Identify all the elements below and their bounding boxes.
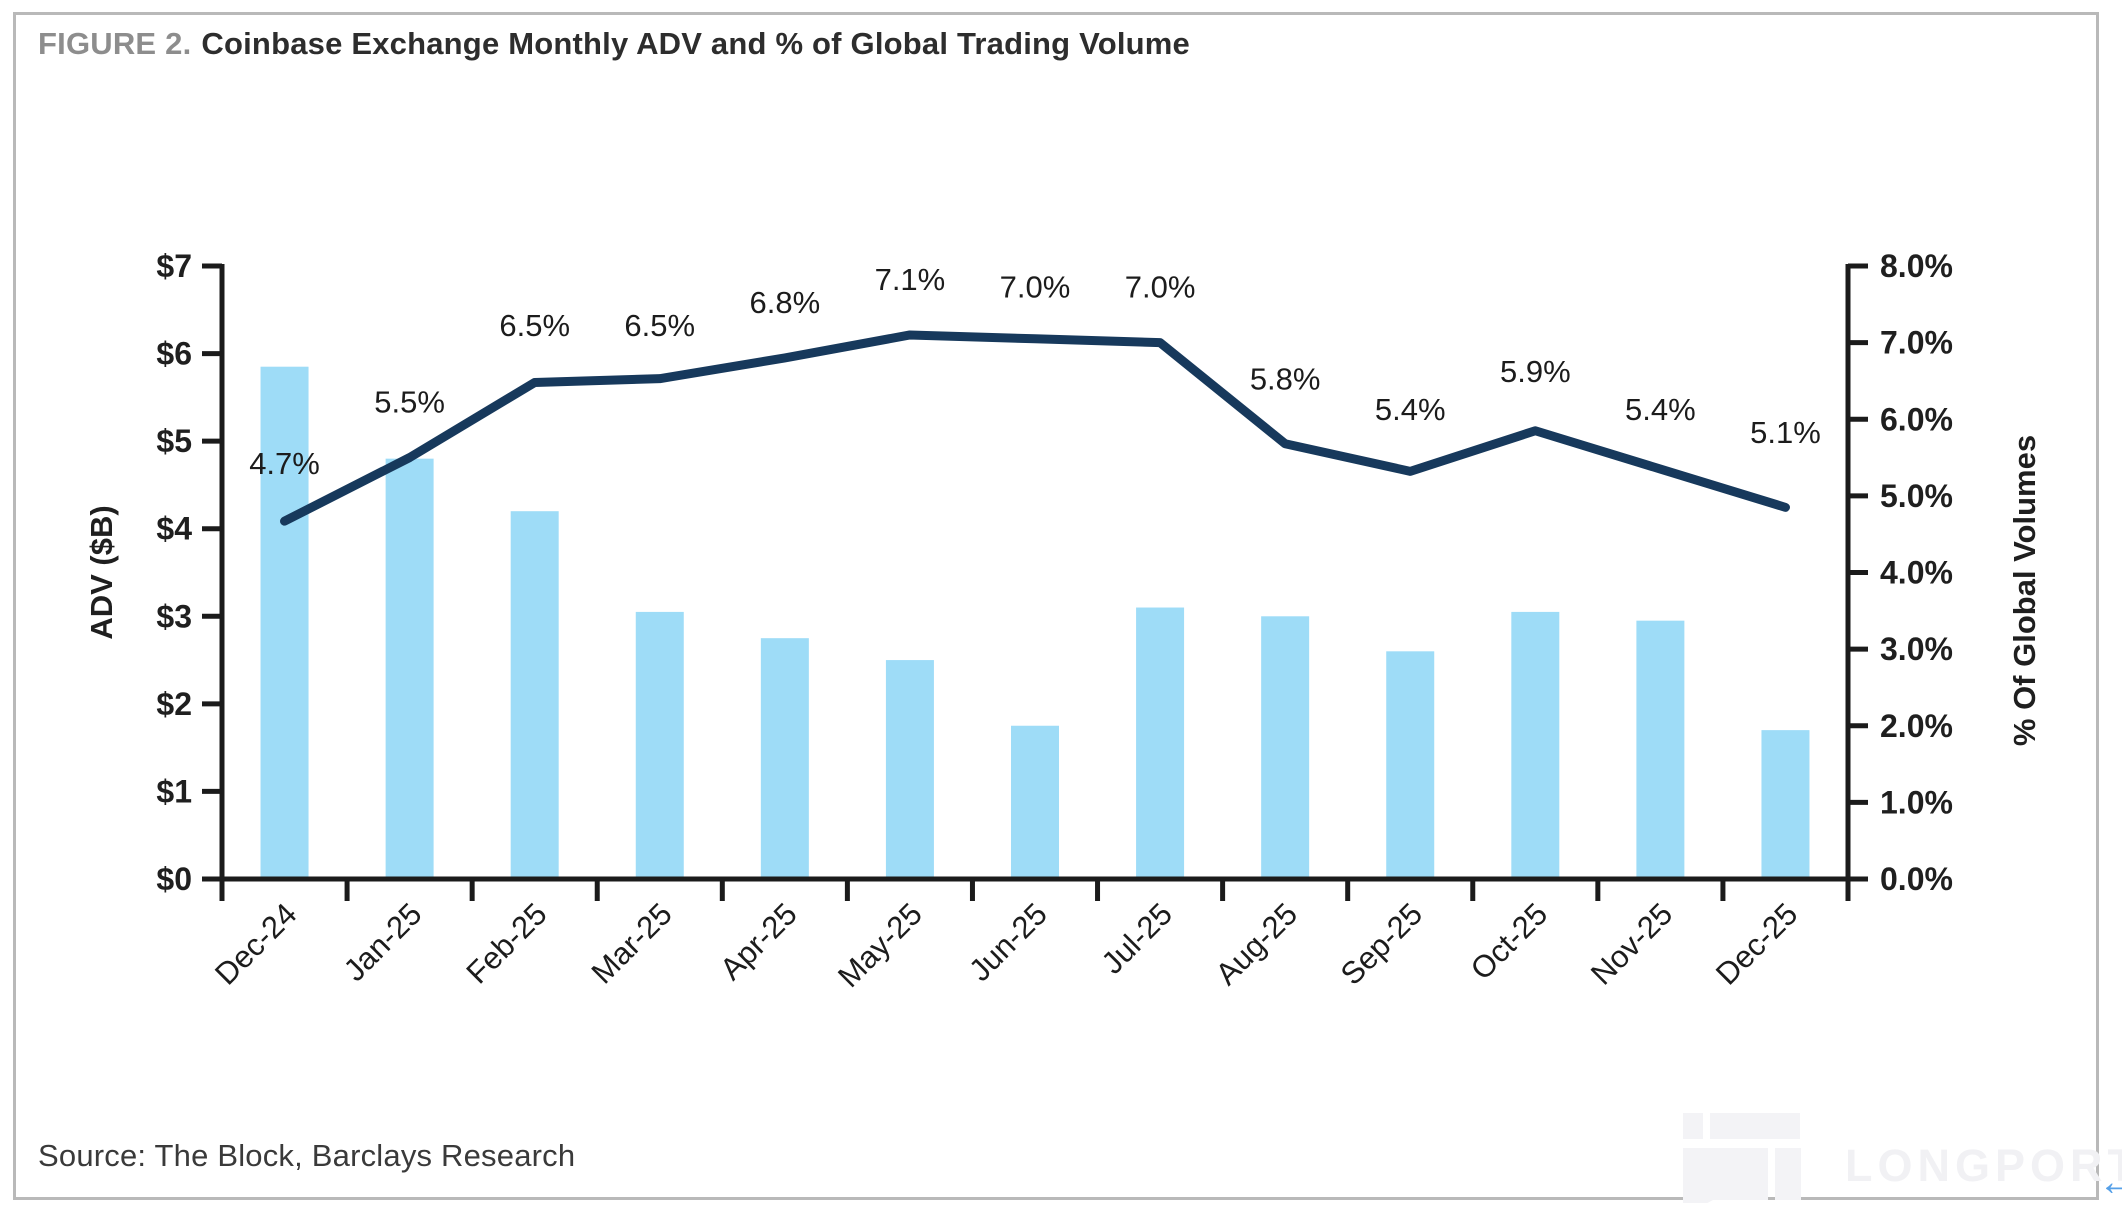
bar-May-25 xyxy=(885,660,934,879)
right-axis-tick-label: 2.0% xyxy=(1880,708,1953,744)
right-axis-tick-label: 1.0% xyxy=(1880,784,1953,820)
x-axis-label-Sep-25: Sep-25 xyxy=(1334,896,1429,991)
figure-number-label: FIGURE 2. xyxy=(38,26,192,61)
x-axis-label-Jul-25: Jul-25 xyxy=(1095,896,1179,980)
left-axis-tick-label: $2 xyxy=(156,686,192,722)
x-axis-label-Apr-25: Apr-25 xyxy=(713,896,804,987)
x-axis-label-Jan-25: Jan-25 xyxy=(337,896,429,988)
line-data-label: 6.8% xyxy=(750,285,821,320)
left-axis-tick-label: $3 xyxy=(156,598,192,634)
left-axis-tick-label: $0 xyxy=(156,861,192,897)
left-axis-tick-label: $1 xyxy=(156,773,192,809)
line-data-label: 5.4% xyxy=(1625,392,1696,427)
x-axis-label-May-25: May-25 xyxy=(831,896,929,994)
bar-Sep-25 xyxy=(1386,651,1435,879)
bar-Dec-24 xyxy=(260,366,309,879)
x-axis-label-Jun-25: Jun-25 xyxy=(962,896,1054,988)
right-axis-tick-label: 3.0% xyxy=(1880,631,1953,667)
left-axis-tick-label: $4 xyxy=(156,511,192,547)
figure-title: FIGURE 2. Coinbase Exchange Monthly ADV a… xyxy=(38,26,1938,62)
left-axis-tick-label: $5 xyxy=(156,423,192,459)
right-axis-tick-label: 8.0% xyxy=(1880,248,1953,284)
right-axis-title: % Of Global Volumes xyxy=(2007,435,2042,746)
line-data-label: 4.7% xyxy=(249,446,320,481)
source-note: Source: The Block, Barclays Research xyxy=(38,1138,576,1173)
line-data-label: 6.5% xyxy=(499,308,570,343)
right-axis-tick-label: 6.0% xyxy=(1880,401,1953,437)
bar-Mar-25 xyxy=(635,611,684,879)
line-data-label: 7.1% xyxy=(875,262,946,297)
line-data-label: 5.9% xyxy=(1500,354,1571,389)
longport-watermark-text: LONGPORT xyxy=(1845,1140,2122,1191)
left-axis-title: ADV ($B) xyxy=(84,505,119,639)
line-data-label: 5.1% xyxy=(1750,415,1821,450)
bar-Dec-25 xyxy=(1761,730,1810,879)
back-arrow-icon: ← xyxy=(2098,1160,2122,1204)
longport-logo-watermark-icon xyxy=(1683,1113,1801,1203)
bar-Aug-25 xyxy=(1261,616,1310,879)
x-axis-label-Nov-25: Nov-25 xyxy=(1584,896,1679,991)
line-data-label: 5.4% xyxy=(1375,392,1446,427)
bar-Jul-25 xyxy=(1136,607,1185,879)
bar-Jun-25 xyxy=(1011,725,1059,879)
bar-Apr-25 xyxy=(760,638,809,879)
line-data-label: 7.0% xyxy=(1125,270,1196,305)
bar-Nov-25 xyxy=(1636,620,1685,879)
left-axis-tick-label: $7 xyxy=(156,248,192,284)
line-data-label: 6.5% xyxy=(624,308,695,343)
line-data-label: 5.8% xyxy=(1250,362,1321,397)
x-axis-label-Feb-25: Feb-25 xyxy=(459,896,553,990)
x-axis-label-Mar-25: Mar-25 xyxy=(585,896,679,990)
line-data-label: 5.5% xyxy=(374,385,445,420)
right-axis-tick-label: 4.0% xyxy=(1880,555,1953,591)
bar-Feb-25 xyxy=(510,511,559,879)
bar-Oct-25 xyxy=(1511,611,1560,879)
figure-title-text: Coinbase Exchange Monthly ADV and % of G… xyxy=(201,26,1190,61)
right-axis-tick-label: 5.0% xyxy=(1880,478,1953,514)
x-axis-label-Aug-25: Aug-25 xyxy=(1209,896,1304,991)
right-axis-tick-label: 0.0% xyxy=(1880,861,1953,897)
x-axis-label-Dec-25: Dec-25 xyxy=(1709,896,1804,991)
right-axis-tick-label: 7.0% xyxy=(1880,325,1953,361)
bar-Jan-25 xyxy=(385,458,434,879)
line-series-global-volume xyxy=(280,330,1790,526)
x-axis-label-Dec-24: Dec-24 xyxy=(208,896,303,991)
line-data-label: 7.0% xyxy=(1000,270,1071,305)
x-axis-label-Oct-25: Oct-25 xyxy=(1464,896,1555,987)
figure-frame xyxy=(13,12,2099,1200)
left-axis-tick-label: $6 xyxy=(156,336,192,372)
